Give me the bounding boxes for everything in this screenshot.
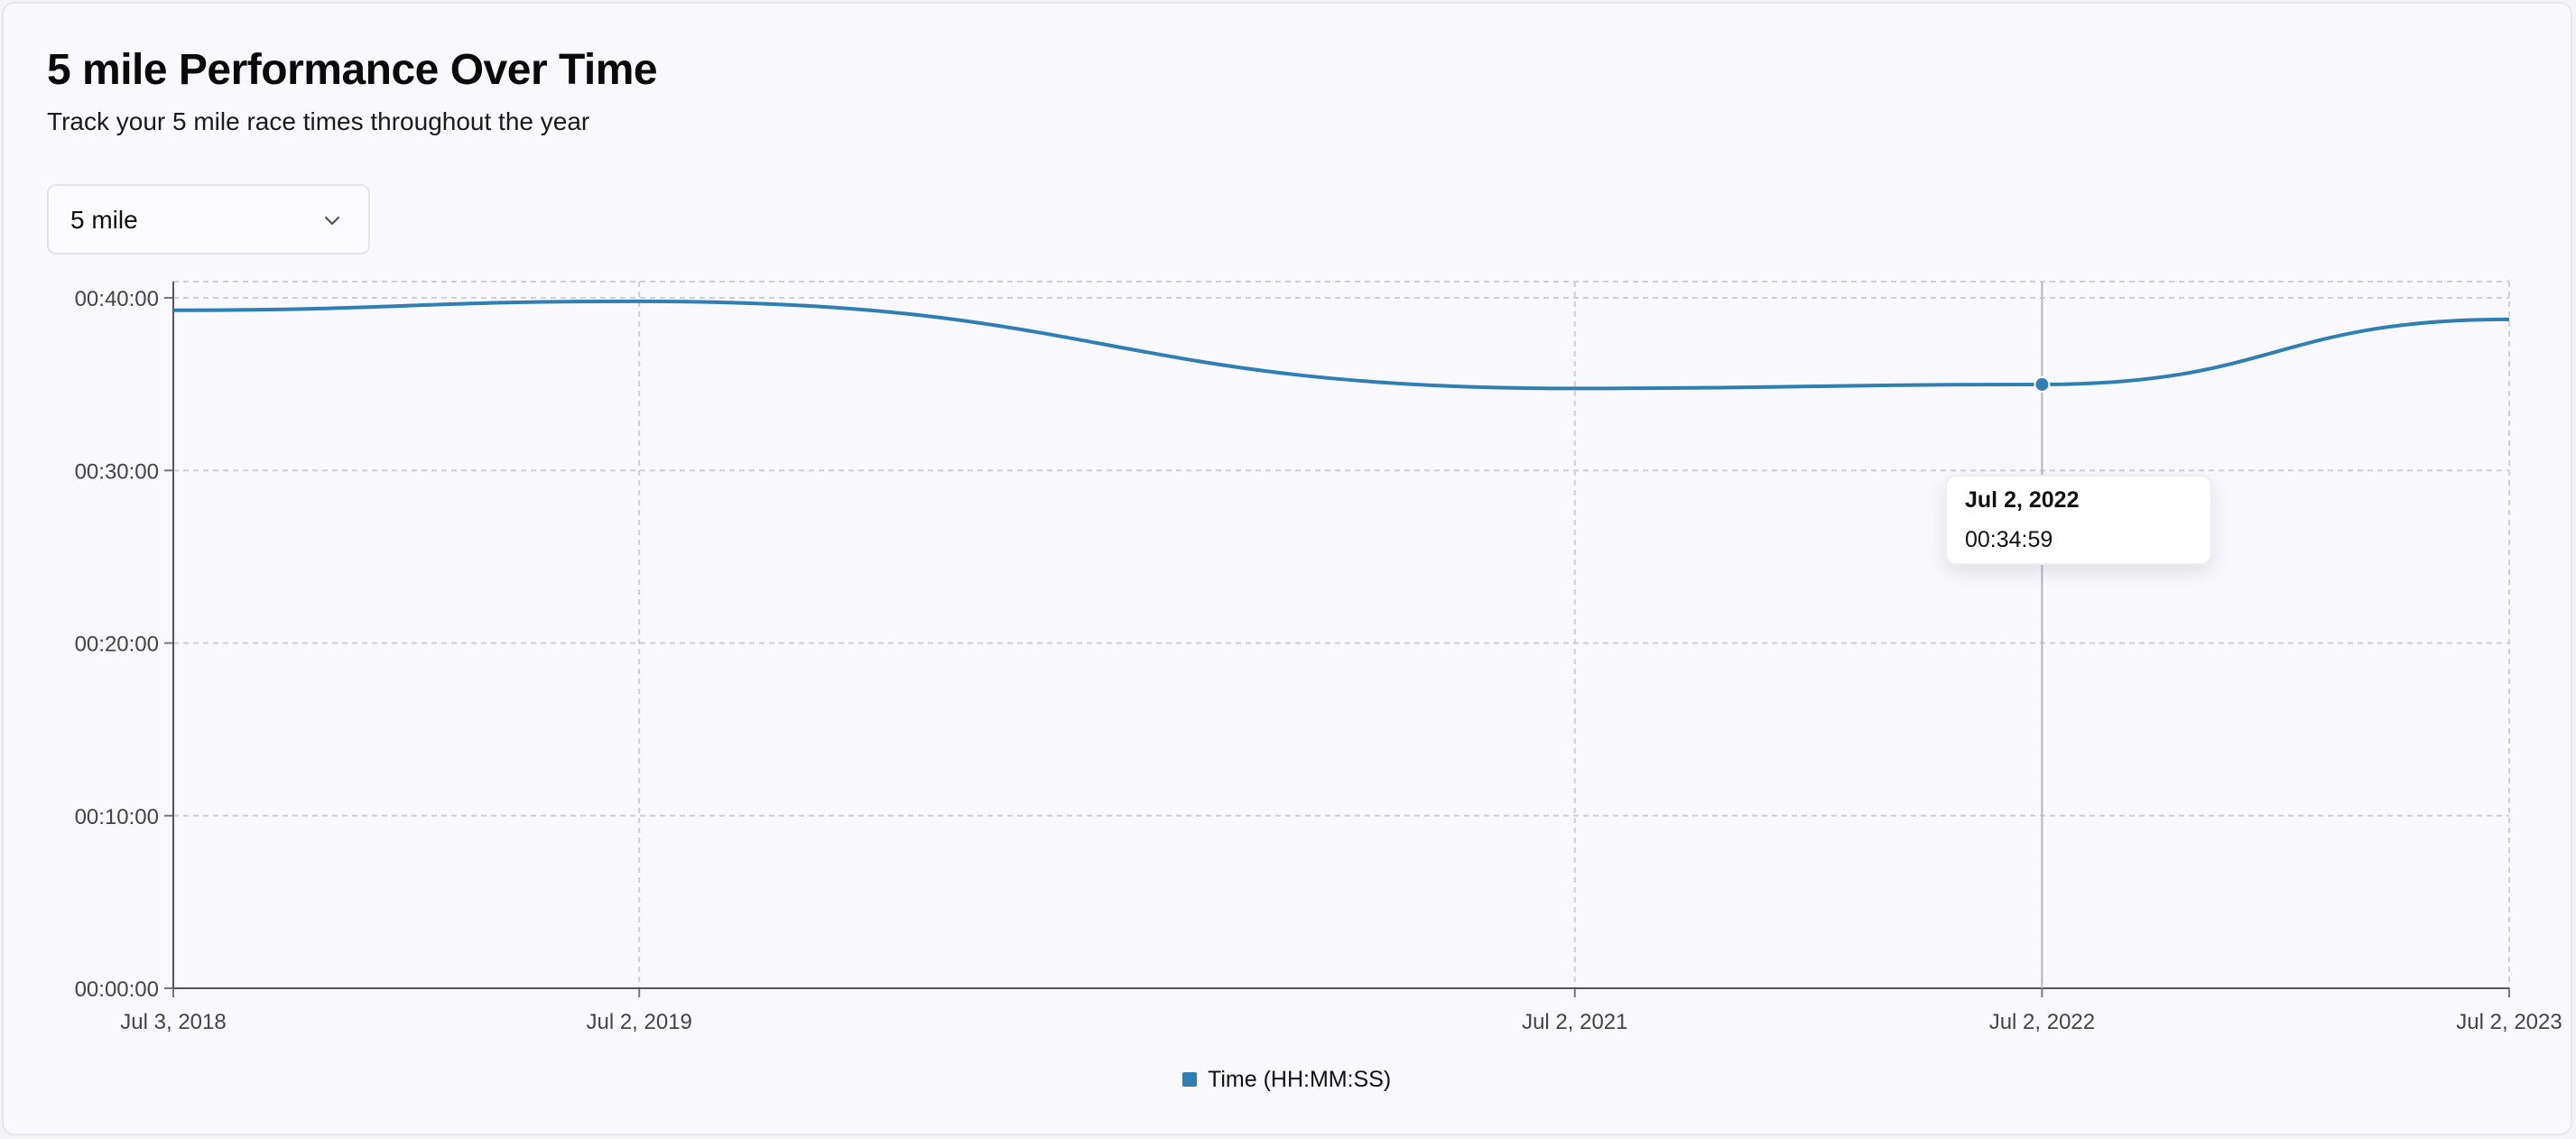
distance-select[interactable]: 5 mile [47, 184, 370, 255]
tooltip-value: 00:34:59 [1965, 527, 2053, 552]
y-tick-label: 00:00:00 [75, 977, 159, 1002]
chevron-down-icon [324, 216, 340, 226]
legend-label: Time (HH:MM:SS) [1208, 1066, 1392, 1092]
y-tick-label: 00:40:00 [75, 287, 159, 311]
y-tick-label: 00:20:00 [75, 633, 159, 657]
x-tick-label: Jul 2, 2021 [1522, 1010, 1627, 1034]
legend-swatch [1182, 1072, 1197, 1087]
x-tick-label: Jul 2, 2019 [586, 1010, 691, 1034]
x-tick-label: Jul 2, 2022 [1989, 1010, 2095, 1034]
distance-select-value: 5 mile [70, 206, 138, 234]
tooltip-date: Jul 2, 2022 [1965, 487, 2080, 513]
series-line [172, 299, 2510, 391]
page-title: 5 mile Performance Over Time [47, 46, 658, 94]
x-tick-label: Jul 2, 2023 [2456, 1010, 2562, 1034]
chart-legend[interactable]: Time (HH:MM:SS) [1182, 1065, 1391, 1094]
active-data-point [2034, 375, 2051, 393]
y-tick-label: 00:30:00 [75, 459, 159, 484]
y-tick-label: 00:10:00 [75, 805, 159, 829]
page-subtitle: Track your 5 mile race times throughout … [47, 107, 590, 135]
chart-tooltip: Jul 2, 2022 00:34:59 [1945, 475, 2212, 565]
x-tick-label: Jul 3, 2018 [120, 1010, 226, 1034]
